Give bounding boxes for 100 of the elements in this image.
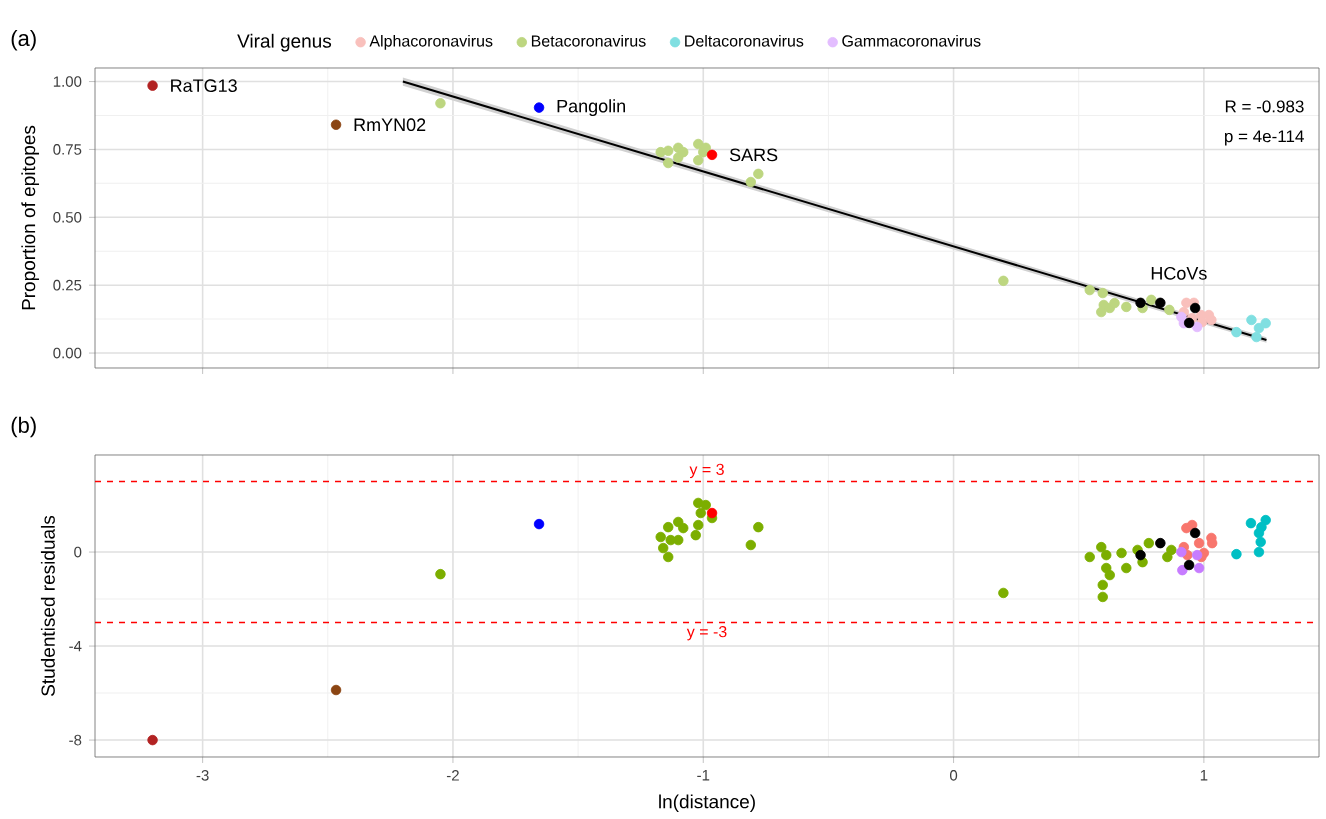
- point: [673, 534, 684, 546]
- point: [435, 569, 446, 580]
- legend-label: Gammacoronavirus: [842, 35, 981, 47]
- y-tick-label: -4: [69, 641, 82, 652]
- legend-label: Alphacoronavirus: [369, 35, 493, 50]
- point: [435, 98, 446, 109]
- point: [1109, 298, 1120, 309]
- chart-title: (b): [11, 416, 36, 438]
- chart-title: (a): [11, 30, 36, 51]
- ref-line-label: y = -3: [686, 626, 727, 641]
- annotation: RaTG13: [171, 79, 237, 93]
- point: [1251, 331, 1262, 343]
- point: [1176, 546, 1187, 558]
- point: [1193, 562, 1205, 574]
- point: [1104, 570, 1115, 581]
- x-tick-label: -1: [697, 770, 710, 781]
- point: [533, 519, 545, 530]
- point: [1155, 538, 1166, 549]
- annotation: p = 4e-114: [1224, 130, 1304, 146]
- point: [1096, 306, 1107, 318]
- point: [1231, 327, 1242, 338]
- y-tick-label: 0.25: [53, 279, 82, 291]
- point: [1189, 527, 1201, 539]
- point: [1231, 549, 1242, 560]
- point: [1097, 287, 1108, 299]
- point: [695, 507, 706, 519]
- annotation: SARS: [729, 148, 778, 162]
- point: [1253, 322, 1265, 334]
- y-axis-title: Studentised residuals: [40, 516, 55, 697]
- point: [658, 542, 669, 554]
- point: [1183, 317, 1195, 329]
- point: [1246, 314, 1257, 326]
- annotation: R = -0.983: [1225, 100, 1304, 113]
- point: [998, 275, 1009, 287]
- y-tick-label: 0.00: [53, 347, 82, 359]
- point: [663, 522, 674, 533]
- point: [1186, 519, 1198, 531]
- point: [1256, 522, 1267, 533]
- point: [663, 145, 674, 157]
- point: [700, 499, 711, 511]
- legend-label: Betacoronavirus: [531, 35, 646, 47]
- point: [533, 102, 545, 113]
- point: [1097, 579, 1108, 591]
- legend-label: Deltacoronavirus: [685, 35, 804, 47]
- x-tick-label: 0: [950, 770, 958, 781]
- point: [1121, 562, 1132, 574]
- point: [753, 168, 764, 180]
- point: [1155, 297, 1166, 309]
- point: [1253, 546, 1265, 558]
- point: [1116, 547, 1127, 559]
- point: [663, 551, 674, 563]
- point: [1260, 318, 1271, 329]
- point: [1097, 591, 1108, 603]
- point: [1135, 550, 1146, 561]
- point: [1162, 551, 1173, 563]
- y-tick-label: 0.75: [53, 144, 82, 155]
- point: [706, 507, 718, 519]
- legend-title: Viral genus: [237, 33, 332, 52]
- x-tick-label: -2: [446, 770, 459, 781]
- point: [690, 530, 701, 541]
- point: [1191, 321, 1203, 333]
- point: [1193, 538, 1205, 549]
- y-tick-label: 0: [74, 546, 82, 558]
- point: [1164, 304, 1175, 316]
- point: [1146, 294, 1157, 306]
- point: [1206, 314, 1217, 326]
- point: [693, 519, 704, 531]
- annotation: Pangolin: [557, 99, 625, 117]
- point: [1101, 550, 1112, 561]
- ref-line-label: y = 3: [689, 463, 724, 479]
- point: [1084, 551, 1095, 563]
- x-axis-title: ln(distance): [659, 794, 755, 813]
- point: [1143, 538, 1155, 549]
- point: [753, 522, 764, 533]
- point: [1189, 302, 1201, 314]
- y-axis-title: Proportion of epitopes: [21, 125, 40, 310]
- point: [706, 149, 718, 161]
- y-tick-label: 1.00: [53, 76, 82, 87]
- point: [1260, 515, 1271, 526]
- point: [693, 155, 704, 166]
- point: [655, 531, 666, 543]
- y-tick-label: 0.50: [53, 212, 82, 223]
- point: [998, 587, 1009, 599]
- point: [1183, 559, 1195, 571]
- point: [1084, 284, 1095, 296]
- point: [745, 176, 757, 188]
- x-tick-label: 1: [1200, 770, 1208, 781]
- point: [1177, 565, 1188, 576]
- point: [1166, 544, 1177, 556]
- y-tick-label: -8: [69, 734, 82, 746]
- annotation: RmYN02: [354, 118, 426, 132]
- point: [1096, 542, 1107, 553]
- point: [1245, 518, 1257, 529]
- point: [1191, 550, 1203, 561]
- point: [678, 522, 689, 534]
- point: [673, 152, 684, 163]
- point: [147, 734, 158, 746]
- annotation: HCoVs: [1151, 267, 1207, 280]
- point: [330, 119, 342, 131]
- point: [147, 80, 158, 91]
